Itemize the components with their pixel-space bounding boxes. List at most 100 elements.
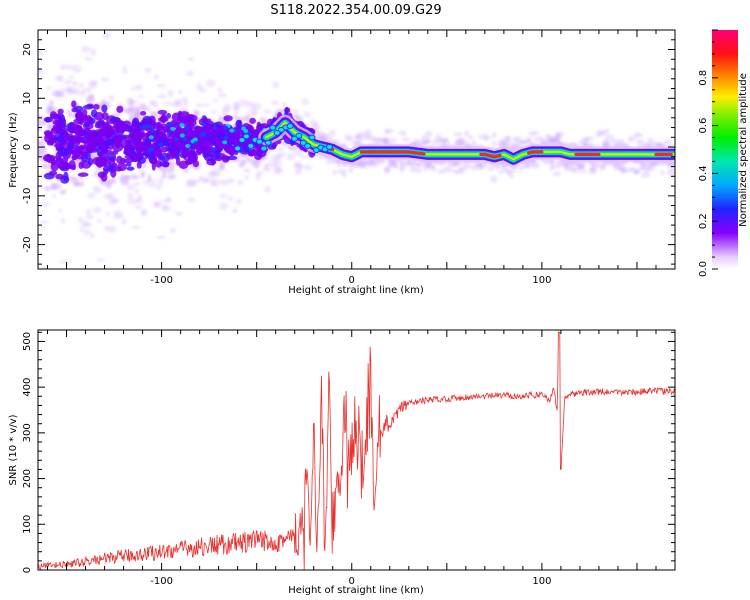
spectrogram-cell	[619, 165, 627, 173]
spectrogram-cell	[92, 104, 100, 110]
spectrogram-cell	[53, 143, 64, 148]
spectrogram-cell	[86, 85, 97, 90]
spectrogram-cell	[50, 111, 58, 119]
spectrogram-cell	[201, 122, 207, 127]
spectrogram-cell	[195, 103, 204, 108]
spectrogram-ridge-peak	[527, 150, 544, 155]
spectrogram-cell	[134, 188, 139, 195]
spectrogram-cell	[184, 126, 190, 131]
spectrogram-cell	[52, 90, 61, 97]
spectrogram-cell	[70, 122, 76, 130]
spectrogram-cell	[50, 159, 57, 165]
snr-y-tick-label: 400	[22, 378, 33, 397]
spectrogram-heatmap	[38, 21, 675, 269]
spectrogram-cell	[167, 174, 177, 180]
spectrogram-ylabel: Frequency (Hz)	[8, 112, 19, 188]
spectrogram-cell	[38, 69, 45, 75]
spectrogram-cell	[71, 100, 77, 108]
spectrogram-cell	[87, 192, 96, 199]
spectrogram-cell	[337, 169, 346, 174]
spectrogram-cell	[295, 115, 303, 123]
spectrogram-cell	[205, 79, 216, 87]
spectrogram-cell	[382, 137, 391, 145]
spectrogram-cell	[185, 143, 191, 148]
spectrogram-y-tick-label: 10	[22, 92, 33, 105]
spectrogram-cell	[463, 163, 472, 169]
spectrogram-cell	[202, 103, 210, 107]
spectrogram-cell	[161, 205, 171, 212]
spectrogram-cell	[210, 168, 221, 175]
spectrogram-cell	[63, 79, 72, 85]
spectrogram-cell	[198, 175, 204, 181]
spectrogram-cell	[145, 124, 151, 129]
spectrogram-ridge-band	[265, 121, 675, 161]
spectrogram-cell	[158, 167, 164, 172]
spectrogram-cell	[286, 122, 294, 129]
colorbar-tick-label: 0.0	[698, 261, 709, 277]
spectrogram-cell	[173, 136, 179, 141]
spectrogram-cell	[223, 115, 233, 122]
spectrogram-cell	[100, 172, 108, 182]
spectrogram-cell	[443, 165, 452, 173]
spectrogram-ridge-peak	[479, 152, 502, 159]
spectrogram-cell	[94, 170, 100, 178]
spectrogram-cell	[101, 148, 109, 154]
spectrogram-ridge	[234, 114, 675, 168]
spectrogram-cell	[602, 161, 608, 166]
spectrogram-cell	[260, 145, 268, 152]
spectrogram-cell	[113, 119, 124, 130]
colorbar-tick-label: 0.8	[698, 70, 709, 86]
spectrogram-cell	[232, 101, 240, 108]
spectrogram-cell	[206, 118, 212, 123]
spectrogram-cell	[52, 21, 61, 24]
snr-ticks: -100 0 100 0 100 200 300 400 500	[22, 330, 676, 587]
spectrogram-cell	[133, 131, 143, 142]
spectrogram-cell	[72, 154, 78, 161]
spectrogram-cell	[71, 164, 76, 171]
spectrogram-cell	[238, 136, 246, 143]
spectrogram-cell	[212, 98, 220, 103]
spectrogram-cell	[243, 129, 249, 134]
spectrogram-cell	[208, 138, 216, 143]
spectrogram-cell	[525, 139, 531, 143]
spectrogram-cell	[49, 100, 54, 106]
spectrogram-cell	[126, 184, 136, 191]
spectrogram-cell	[43, 172, 55, 180]
spectrogram-cell	[213, 139, 225, 148]
spectrogram-cell	[383, 166, 390, 174]
spectrogram-cell	[57, 108, 64, 115]
spectrogram-cell	[286, 152, 296, 161]
spectrogram-cell	[80, 90, 86, 97]
spectrogram-cell	[94, 135, 103, 143]
spectrogram-cell	[667, 168, 675, 177]
spectrogram-cell	[665, 161, 674, 167]
spectrogram-cell	[166, 121, 172, 126]
spectrogram-cell	[156, 83, 166, 88]
snr-x-tick-label: -100	[150, 576, 173, 587]
spectrogram-cell	[42, 201, 50, 207]
spectrogram-cell	[130, 225, 140, 229]
spectrogram-cell	[254, 172, 261, 181]
spectrogram-cell	[186, 70, 194, 77]
spectrogram-cell	[401, 137, 410, 142]
spectrogram-cell	[308, 119, 318, 127]
spectrogram-cell	[532, 131, 540, 136]
spectrogram-cell	[60, 63, 66, 71]
spectrogram-cell	[265, 161, 273, 166]
spectrogram-cell	[276, 146, 284, 152]
spectrogram-cell	[596, 129, 605, 135]
spectrogram-cell	[453, 132, 463, 137]
spectrogram-cell	[178, 88, 183, 96]
spectrogram-cell	[203, 152, 214, 162]
spectrogram-cell	[128, 99, 134, 105]
spectrogram-cell	[187, 197, 196, 202]
spectrogram-cell	[52, 124, 60, 130]
spectrogram-cell	[40, 265, 49, 269]
spectrogram-cell	[245, 157, 254, 162]
spectrogram-cell	[270, 154, 279, 163]
spectrogram-cell	[190, 130, 197, 139]
spectrogram-cell	[336, 161, 342, 168]
spectrogram-cell	[389, 137, 398, 143]
snr-xlabel: Height of straight line (km)	[288, 585, 424, 596]
spectrogram-cell	[75, 125, 83, 133]
